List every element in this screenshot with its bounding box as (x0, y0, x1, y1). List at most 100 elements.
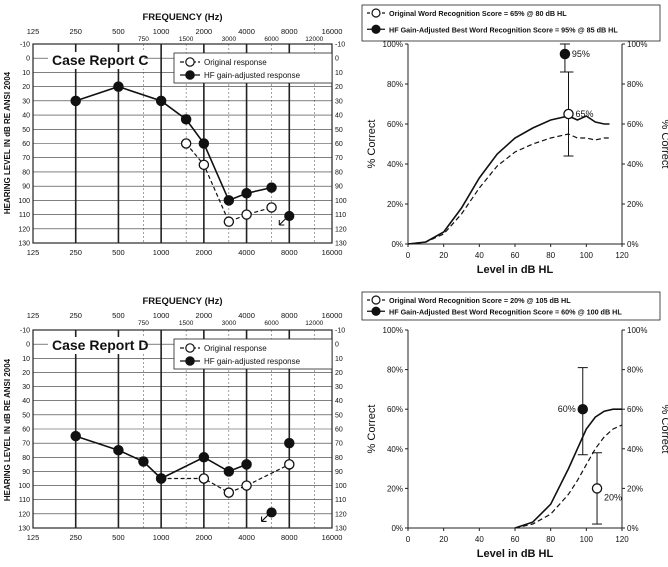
x-tick-label-minor: 1500 (179, 320, 194, 327)
x-tick-label: 60 (511, 535, 520, 544)
legend-label: Original response (204, 344, 267, 353)
y-tick-label: 110 (19, 212, 30, 219)
x-tick-label-top: 8000 (281, 311, 298, 320)
x-tick-label-top: 2000 (196, 27, 213, 36)
x-tick-label-top: 500 (112, 27, 125, 36)
x-axis-title: Level in dB HL (477, 548, 554, 560)
x-tick-label: 80 (546, 251, 555, 260)
legend-label: HF gain-adjusted response (204, 71, 301, 80)
x-tick-label-top: 1000 (153, 27, 170, 36)
y-tick-label: 0 (26, 342, 30, 349)
point-original (198, 473, 210, 484)
y-tick-label: 80 (22, 169, 30, 176)
y-axis-title: % Correct (366, 120, 378, 169)
no-response-arrow-icon (261, 515, 268, 522)
x-tick-label-top: 1000 (153, 311, 170, 320)
y-tick-label-right: 100% (627, 326, 647, 335)
curve-adjusted (407, 115, 610, 245)
y-tick-label-right: 100% (627, 40, 647, 49)
y-tick-label-right: 80% (627, 366, 643, 375)
x-tick-label-top: 125 (27, 27, 40, 36)
point-adjusted (70, 95, 81, 107)
y-tick-label-right: 10 (335, 70, 343, 77)
x-axis-title: FREQUENCY (Hz) (142, 296, 222, 307)
point-adjusted (113, 81, 124, 92)
y-tick-label-right: 70 (335, 155, 343, 162)
x-tick-label-bottom: 500 (112, 248, 125, 257)
x-tick-label: 40 (475, 251, 484, 260)
x-tick-label-minor: 750 (138, 36, 149, 43)
legend-swatch-marker (371, 306, 381, 316)
curve-original (514, 424, 623, 529)
x-tick-label-bottom: 250 (69, 533, 82, 542)
y-tick-label-right: 10 (335, 356, 343, 363)
y-tick-label: 130 (18, 526, 30, 533)
point-original (241, 209, 252, 220)
x-tick-label-minor: 1500 (179, 36, 194, 43)
y-tick-label: 110 (19, 497, 30, 504)
y-tick-label-right: 100 (335, 198, 347, 205)
y-tick-label: 80% (387, 366, 403, 375)
panel-title: Case Report C (52, 52, 148, 68)
y-tick-label-right: 90 (335, 184, 343, 191)
point-adjusted (138, 456, 149, 467)
y-tick-label-right: 130 (335, 526, 347, 533)
score-label: 20% (604, 492, 622, 502)
point-adjusted (180, 114, 192, 125)
point-adjusted (198, 138, 210, 149)
point-original (266, 202, 277, 213)
y-tick-label-right: -10 (335, 328, 345, 335)
x-tick-label: 0 (406, 535, 411, 544)
title-background (48, 52, 144, 69)
legend-box (173, 338, 333, 370)
legend-label: HF gain-adjusted response (204, 357, 301, 366)
legend-swatch-marker (371, 8, 381, 18)
y-tick-label: 100 (18, 198, 30, 205)
y-tick-label-right: 50 (335, 127, 343, 134)
no-response-arrow-icon (278, 218, 286, 226)
y-tick-label-right: -10 (335, 42, 345, 49)
y-tick-label-right: 20 (335, 84, 343, 91)
x-tick-label-top: 4000 (238, 27, 255, 36)
no-response-marker (284, 210, 295, 222)
y-axis-title: HEARING LEVEL IN dB RE ANSI 2004 (3, 358, 12, 501)
recognition-3: Original Word Recognition Score = 20% @ … (361, 291, 668, 560)
score-label: 65% (576, 109, 594, 119)
y-tick-label: 60% (387, 120, 403, 129)
audiogram-2: -10 -10 0 0 10 10 20 20 30 30 40 40 50 50 60 60 70 70 80 80… (3, 296, 347, 542)
y-tick-label: 50 (22, 412, 30, 419)
x-tick-label-bottom: 16000 (322, 533, 343, 542)
x-tick-label-top: 16000 (322, 27, 343, 36)
score-adjusted (559, 48, 571, 60)
y-tick-label: 0% (391, 524, 403, 533)
y-tick-label-right: 120 (335, 226, 347, 233)
y-tick-label: 40 (22, 398, 30, 405)
y-tick-label: -10 (20, 328, 30, 335)
x-tick-label-top: 250 (69, 27, 82, 36)
recognition-1: Original Word Recognition Score = 65% @ … (361, 4, 668, 276)
x-tick-label-bottom: 125 (27, 533, 40, 542)
audiogram-0: -10 -10 0 0 10 10 20 20 30 30 40 40 50 50 60 60 70 70 80 80… (3, 12, 347, 257)
score-adjusted (577, 403, 589, 415)
x-axis-title: Level in dB HL (477, 264, 554, 276)
x-tick-label: 60 (511, 251, 520, 260)
y-tick-label: 60 (22, 141, 30, 148)
y-tick-label: 120 (18, 511, 30, 518)
title-background (48, 337, 144, 354)
y-tick-label-right: 0% (627, 240, 639, 249)
point-adjusted (223, 195, 235, 206)
y-tick-label-right: 50 (335, 412, 343, 419)
x-tick-label-bottom: 4000 (238, 248, 255, 257)
legend-swatch-marker (185, 70, 195, 80)
y-tick-label: 20% (387, 484, 403, 493)
y-tick-label-right: 80 (335, 455, 343, 462)
y-tick-label-right: 80 (335, 169, 343, 176)
y-tick-label-right: 60 (335, 427, 343, 434)
point-original (284, 459, 295, 470)
y-tick-label: 90 (22, 184, 30, 191)
legend-swatch-marker (371, 24, 381, 34)
y-axis-title: % Correct (366, 405, 378, 454)
x-tick-label: 40 (475, 535, 484, 544)
x-tick-label-bottom: 1000 (153, 248, 170, 257)
y-tick-label-right: 110 (335, 497, 346, 504)
